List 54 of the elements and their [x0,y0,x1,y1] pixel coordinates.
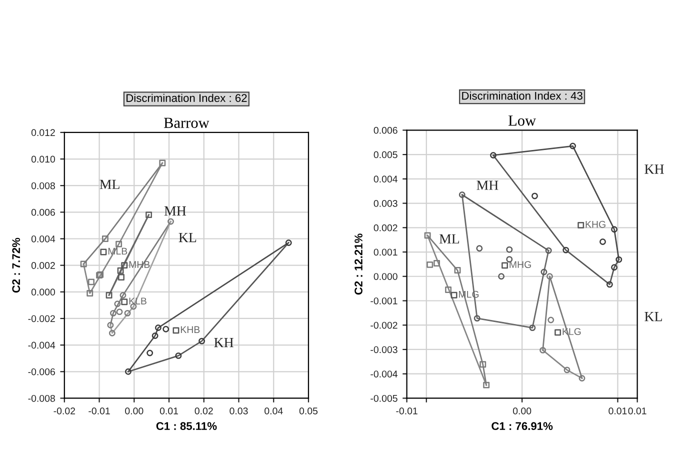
y-tick-label: -0.004 [370,370,398,378]
y-tick-label: 0.000 [31,288,56,296]
y-tick-label: -0.002 [370,322,398,329]
x-tick-label: 0.00 [512,407,532,414]
annotation: KL [178,232,196,242]
y-tick-label: -0.004 [28,342,56,349]
y-tick-label: 0.001 [374,248,398,256]
text: KH [644,164,664,174]
annotation: KHB [180,326,200,333]
chart-title: Discrimination Index : 43 [462,92,582,100]
y-tick-label: 0.010 [31,156,56,163]
chart-subtitle: Barrow [164,118,210,128]
y-axis-title: C2 : 12.21% [354,234,362,295]
annotation: ML [100,180,120,189]
x-tick-label: 0.01 [608,407,627,414]
y-tick-label: 0.003 [374,200,398,207]
chart-title: Discrimination Index : 62 [126,94,247,102]
y-tick-label: 0.004 [374,176,398,183]
x-tick-label: 0.00 [125,407,144,414]
y-tick-label: 0.000 [374,273,398,280]
text: KL [644,312,662,322]
x-tick-label: -0.01 [88,407,110,414]
x-axis-title: C1 : 76.91% [492,422,553,430]
x-tick-label: 0.01 [628,407,646,414]
chart-subtitle: Low [508,116,536,126]
x-tick-label: 0.04 [264,407,283,414]
x-tick-label: 0.03 [230,407,248,414]
y-tick-label: -0.001 [370,297,398,304]
y-tick-label: -0.008 [28,394,55,402]
x-tick-label: 0.01 [160,407,178,414]
y-tick-label: -0.002 [28,315,55,322]
x-tick-label: 0.05 [299,407,318,414]
x-axis-title: C1 : 85.11% [156,422,217,430]
x-tick-label: 0.02 [194,407,213,414]
x-tick-label: -0.02 [54,407,76,414]
annotation: KH [214,338,234,348]
y-tick-label: 0.002 [374,224,398,232]
y-tick-label: -0.003 [370,346,398,354]
y-tick-label: -0.005 [370,394,398,402]
x-tick-label: -0.01 [396,407,418,414]
y-tick-label: 0.004 [31,235,56,242]
y-axis-title: C2 : 7.72% [12,238,20,293]
annotation: MH [164,206,186,216]
y-tick-label: 0.008 [31,182,55,190]
y-tick-label: -0.006 [28,368,55,376]
y-tick-label: 0.006 [374,126,398,134]
y-tick-label: 0.002 [31,262,55,269]
y-tick-label: 0.005 [374,151,398,158]
annotation: KHG [586,220,606,228]
y-tick-label: 0.006 [31,208,55,216]
annotation: MHG [510,261,531,268]
y-tick-label: 0.012 [31,129,55,136]
annotation: MH [476,180,498,190]
annotation: ML [439,234,460,244]
